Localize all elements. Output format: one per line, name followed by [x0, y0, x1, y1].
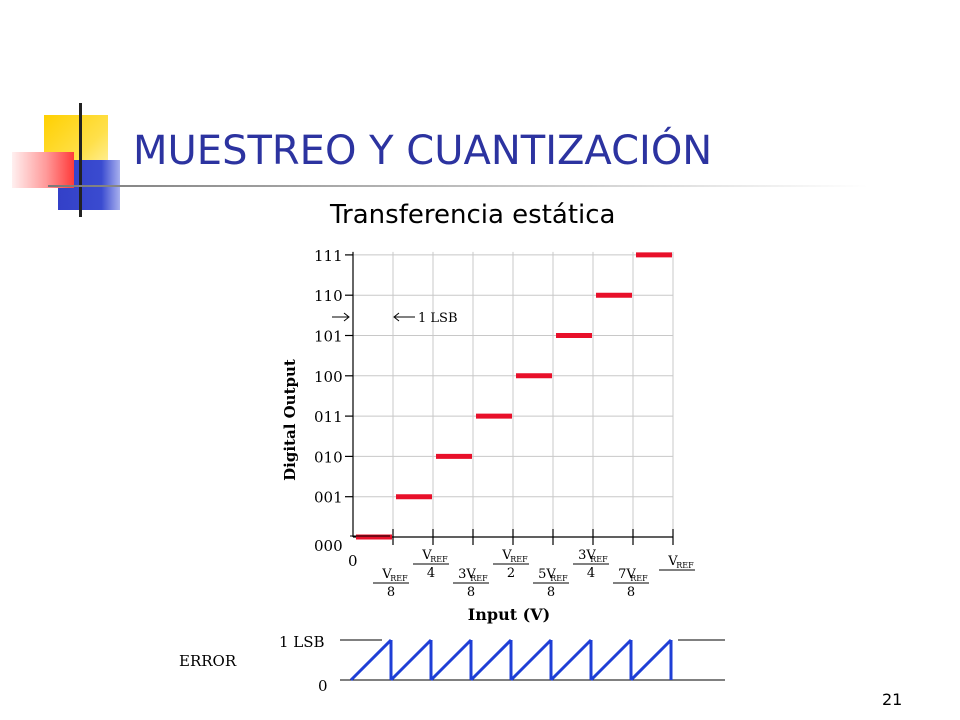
- error-ramp: [509, 638, 553, 682]
- y-code-label: 111: [314, 247, 343, 265]
- fraction-subscript: REF: [550, 574, 568, 583]
- fraction-numerator: 3V: [458, 567, 476, 582]
- fraction-subscript: REF: [390, 574, 408, 583]
- fraction-denominator: 8: [387, 585, 395, 600]
- slide-subtitle: Transferencia estática: [330, 200, 616, 230]
- slide-title: MUESTREO Y CUANTIZACIÓN: [133, 128, 713, 174]
- error-label: ERROR: [179, 652, 237, 670]
- y-axis-label: Digital Output: [281, 359, 299, 481]
- y-code-label: 010: [314, 448, 343, 466]
- lsb-annotation: 1 LSB: [332, 311, 458, 326]
- slide-number: 21: [882, 690, 903, 709]
- error-ramp: [389, 638, 433, 682]
- error-ramp: [349, 638, 393, 682]
- fraction-denominator: 8: [627, 585, 635, 600]
- error-label-lsb: 1 LSB: [279, 633, 325, 651]
- fraction-numerator: V: [381, 567, 392, 582]
- y-code-label: 100: [314, 368, 343, 386]
- fraction-numerator: 5V: [538, 567, 556, 582]
- fraction-denominator: 8: [467, 585, 475, 600]
- fraction-denominator: 2: [507, 566, 515, 581]
- error-plot: ERROR 0 1 LSB: [179, 633, 725, 692]
- fraction-subscript: REF: [510, 555, 528, 564]
- x-zero-label: 0: [348, 552, 358, 570]
- error-ramp: [429, 638, 473, 682]
- fraction-subscript: REF: [630, 574, 648, 583]
- y-code-label: 110: [314, 287, 343, 305]
- fraction-numerator: 3V: [578, 548, 596, 563]
- error-ramp: [629, 638, 673, 682]
- fraction-denominator: 4: [427, 566, 435, 581]
- fraction-subscript: REF: [430, 555, 448, 564]
- y-code-label: 000: [314, 537, 343, 555]
- error-label-zero: 0: [318, 677, 328, 692]
- lsb-right-arrow: [393, 312, 415, 322]
- lsb-label: 1 LSB: [418, 311, 458, 326]
- fraction-subscript: REF: [676, 561, 694, 570]
- lsb-left-arrow: [332, 312, 350, 322]
- error-ramp: [549, 638, 593, 682]
- fraction-numerator: V: [421, 548, 432, 563]
- diagram-background: [168, 230, 734, 692]
- decor-red-square: [12, 152, 74, 188]
- fraction-numerator: 7V: [618, 567, 636, 582]
- x-axis-label: Input (V): [468, 605, 550, 624]
- decor-vertical-line: [79, 103, 82, 217]
- fraction-denominator: 8: [547, 585, 555, 600]
- y-code-label: 011: [314, 408, 343, 426]
- fraction-numerator: V: [667, 554, 678, 569]
- decor-horizontal-line: [48, 185, 868, 187]
- error-ramp: [589, 638, 633, 682]
- fraction-subscript: REF: [470, 574, 488, 583]
- fraction-subscript: REF: [590, 555, 608, 564]
- y-code-label: 001: [314, 489, 343, 507]
- transfer-steps: [350, 252, 672, 540]
- grid: [345, 251, 674, 545]
- y-tick-labels: 000 001 010 011 100 101 110 111: [314, 247, 343, 555]
- fraction-numerator: V: [501, 548, 512, 563]
- fraction-denominator: 4: [587, 566, 595, 581]
- error-ramp: [469, 638, 513, 682]
- y-code-label: 101: [314, 328, 343, 346]
